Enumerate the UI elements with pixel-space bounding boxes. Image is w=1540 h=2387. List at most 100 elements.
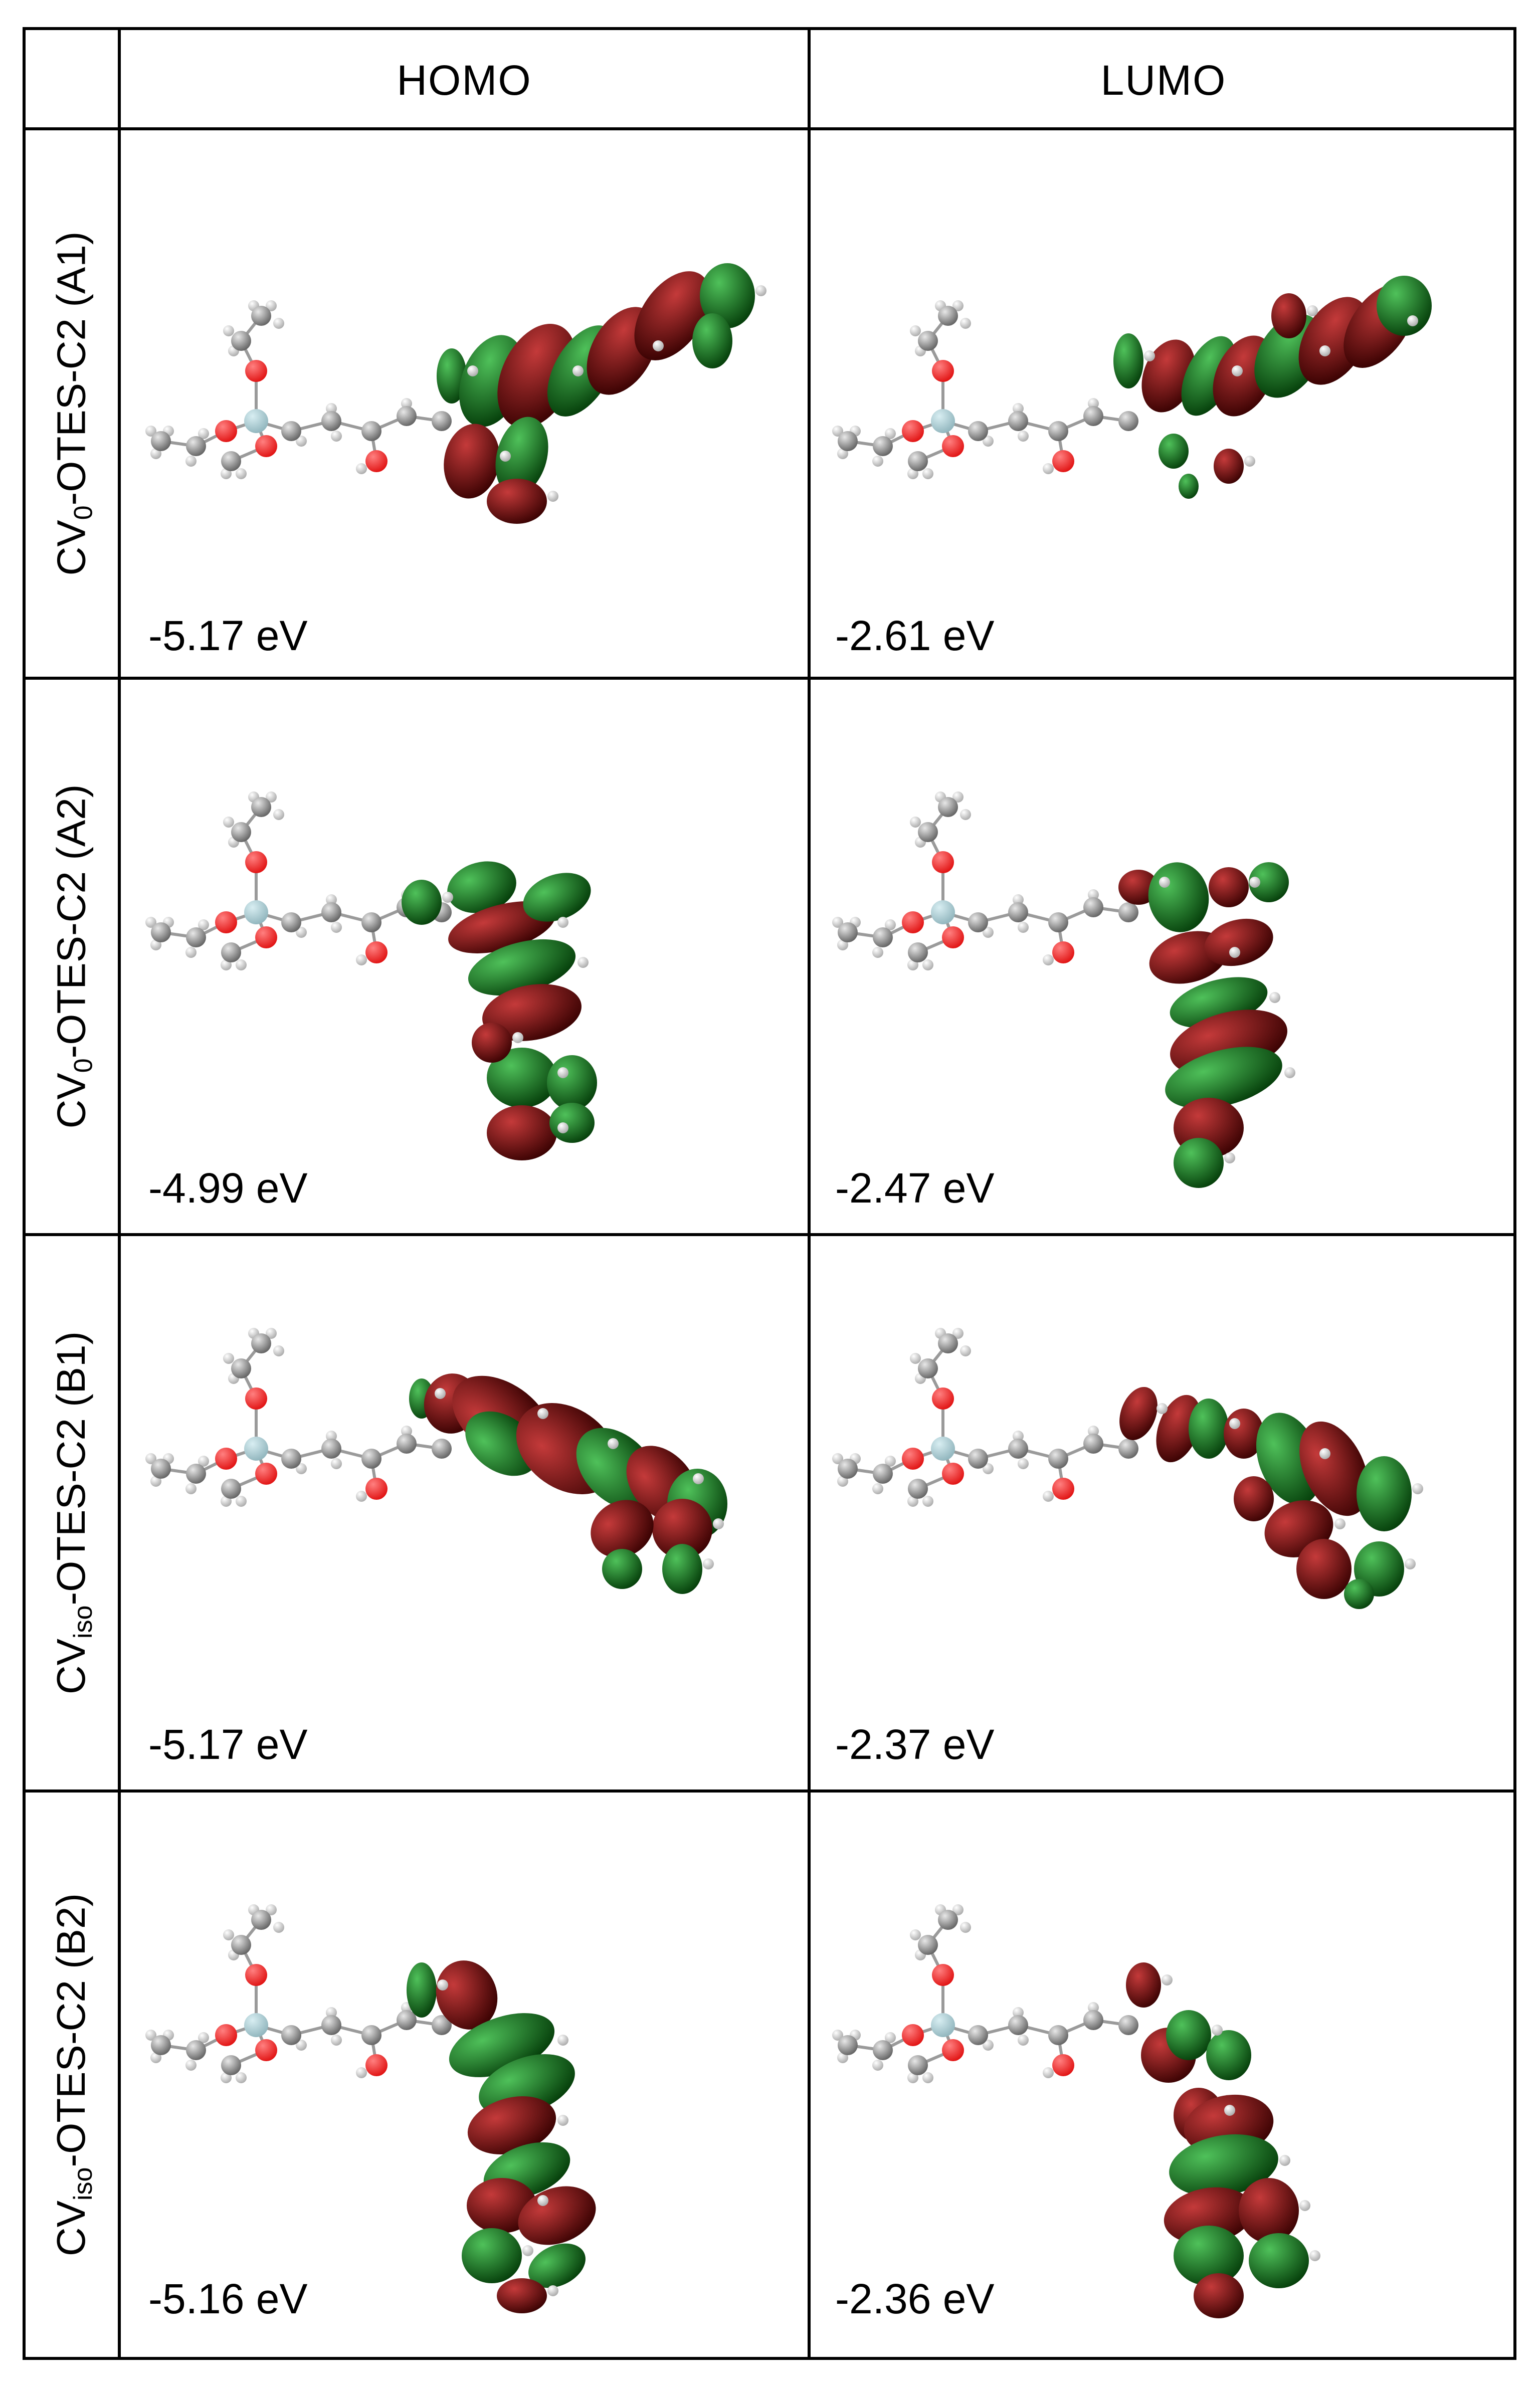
atom [837,1476,848,1487]
energy-b2-homo: -5.16 eV [148,2275,308,2322]
atom [968,1449,988,1469]
atom [832,1453,843,1464]
grid-line [808,30,811,2357]
orbital-lobe [468,939,576,996]
atom [245,1964,267,1986]
atom [837,2052,848,2063]
orbital-lobe [1165,1047,1282,1109]
orbital-lobe [497,2278,547,2313]
atom [1048,2025,1068,2045]
atom [885,919,896,930]
atom [873,436,893,456]
atom [902,1448,924,1470]
atom [931,1437,955,1461]
orbital-lobe [1113,333,1143,388]
orbital-lobe [1164,2187,1254,2244]
orbital-lobe [1271,293,1306,338]
atom [522,2245,533,2256]
atom [922,468,933,479]
atom [872,2060,883,2071]
atom [356,2067,367,2078]
orbital-lobe [528,2243,586,2288]
atom [185,1483,197,1494]
atom [1018,1458,1029,1469]
atom [331,922,342,933]
atom [215,420,237,442]
atom [296,1463,307,1474]
orbital-lobe [462,2228,522,2283]
atom [1052,450,1074,472]
atom [245,851,267,873]
atom [832,917,843,928]
atom [1118,411,1138,431]
atom [397,1434,417,1454]
atom [356,1491,367,1502]
atom [902,911,924,933]
atom [185,947,197,958]
molecule-a1-homo [145,263,766,524]
atom [365,450,388,472]
atom [1048,1449,1068,1469]
atom [221,942,241,962]
atom [557,2035,568,2046]
grid-line [26,677,1513,680]
orbital-lobe [467,2096,556,2155]
atom [885,428,896,439]
atom [922,2072,933,2083]
energy-b1-homo: -5.17 eV [148,1721,308,1768]
atom [755,285,766,296]
atom [1229,947,1240,958]
atom [281,2025,301,2045]
atom [938,1910,958,1930]
orbital-lobe [1239,2178,1299,2243]
atom [931,409,955,433]
energy-b1-lumo: -2.37 eV [835,1721,995,1768]
atom [244,900,268,924]
atom [557,2115,568,2126]
grid-line [26,1789,1513,1793]
atom [185,2060,197,2071]
atom [885,1456,896,1467]
atom [932,1387,954,1410]
atom [1013,403,1024,414]
orbital-lobe [602,1549,642,1589]
atom [266,300,277,311]
atom [221,1496,232,1507]
atom [397,406,417,426]
atom [321,2015,341,2035]
atom [908,1479,928,1499]
atom [397,2010,417,2030]
atom [537,1408,548,1419]
atom [150,448,161,459]
orbital-lobe [523,873,591,922]
grid-line [118,30,121,2357]
orbital-lobe [634,271,710,360]
atom [150,939,161,950]
atom [713,1518,724,1529]
atom [1043,463,1054,474]
orbital-lobe [1206,2030,1251,2080]
atom [1307,305,1318,316]
molecule-b1-homo [145,1328,727,1594]
orbital-lobe [1234,1476,1274,1521]
orbital-lobe [437,348,467,404]
atom [960,318,971,329]
atom [273,318,284,329]
row-label-a2: CV0-OTES-C2 (A2) [49,784,98,1129]
orbital-lobe [487,1105,557,1160]
atom [1083,406,1103,426]
orbital-lobe [1169,2134,1278,2197]
atom [557,1067,568,1078]
atom [942,1463,964,1485]
molecule-a2-lumo [832,791,1295,1188]
atom [244,2013,268,2037]
atom [1159,877,1170,888]
orbital-lobe [1174,2226,1244,2286]
orbital-lobe [1148,862,1209,932]
atom [873,927,893,947]
atom [653,340,664,351]
atom [1088,398,1099,409]
atom [557,917,568,928]
atom [910,1353,921,1364]
atom [968,421,988,441]
